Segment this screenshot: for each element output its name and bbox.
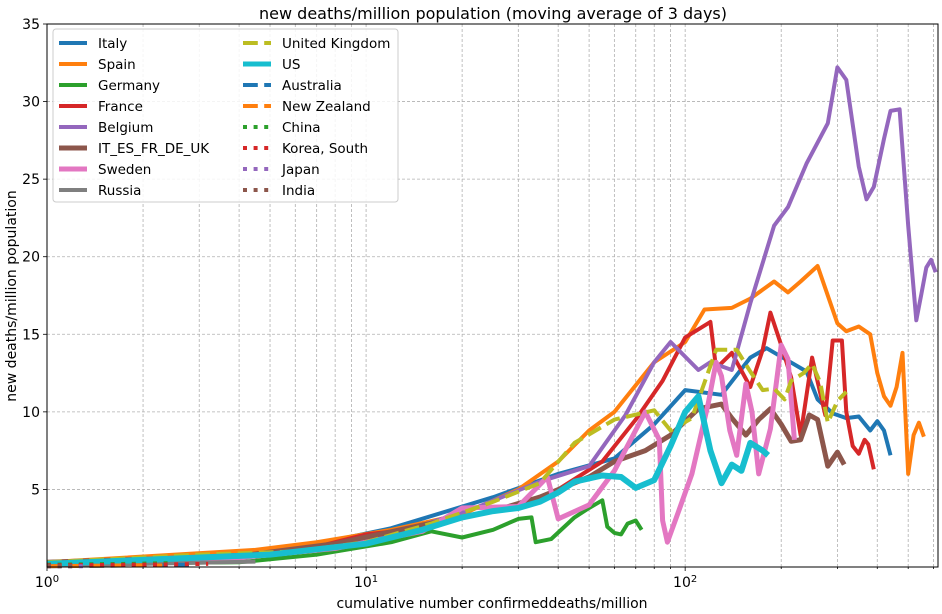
y-tick-label: 25: [22, 172, 40, 188]
legend-label: Japan: [281, 162, 320, 178]
y-tick-label: 20: [22, 250, 40, 266]
legend-label: US: [282, 57, 300, 73]
legend-label: Australia: [282, 78, 342, 94]
legend-label: France: [98, 99, 143, 115]
plot-frame: [46, 23, 939, 568]
legend-label: Spain: [98, 57, 136, 73]
legend-label: Sweden: [98, 162, 151, 178]
legend-label: Russia: [98, 183, 141, 199]
y-tick-label: 10: [22, 405, 40, 421]
x-axis-label: cumulative number confirmeddeaths/millio…: [336, 596, 647, 612]
series-line-us: [46, 393, 771, 567]
legend-label: United Kingdom: [282, 36, 390, 52]
chart-title: new deaths/million population (moving av…: [259, 4, 727, 23]
y-tick-label: 5: [31, 482, 40, 498]
series-lines: [46, 65, 938, 569]
legend-label: Belgium: [98, 120, 153, 136]
legend: Italy Spain Germany France Belgium IT_ES_FR_D…: [52, 28, 399, 203]
series-line-germany: [46, 498, 644, 566]
legend-label: New Zealand: [282, 99, 371, 115]
x-tick-label: 102: [673, 574, 697, 592]
series-line-united-kingdom: [46, 347, 848, 565]
legend-label: Korea, South: [282, 141, 368, 157]
legend-label: Germany: [98, 78, 160, 94]
x-tick-label: 101: [354, 574, 378, 592]
legend-label: IT_ES_FR_DE_UK: [98, 141, 210, 157]
x-tick-label: 100: [35, 574, 59, 592]
y-tick-label: 35: [22, 17, 40, 33]
y-tick-label: 15: [22, 327, 40, 343]
y-axis-label: new deaths/million population: [4, 190, 20, 401]
series-line-new-zealand: [46, 563, 163, 569]
y-tick-label: 30: [22, 95, 40, 111]
legend-label: India: [282, 183, 315, 199]
legend-label: Italy: [98, 36, 127, 52]
series-line-italy: [46, 346, 893, 565]
legend-box: [52, 28, 399, 203]
legend-label: China: [282, 120, 321, 136]
axis-ticks: 100 101 102 5 10 15 20 25 30 35: [22, 17, 934, 592]
